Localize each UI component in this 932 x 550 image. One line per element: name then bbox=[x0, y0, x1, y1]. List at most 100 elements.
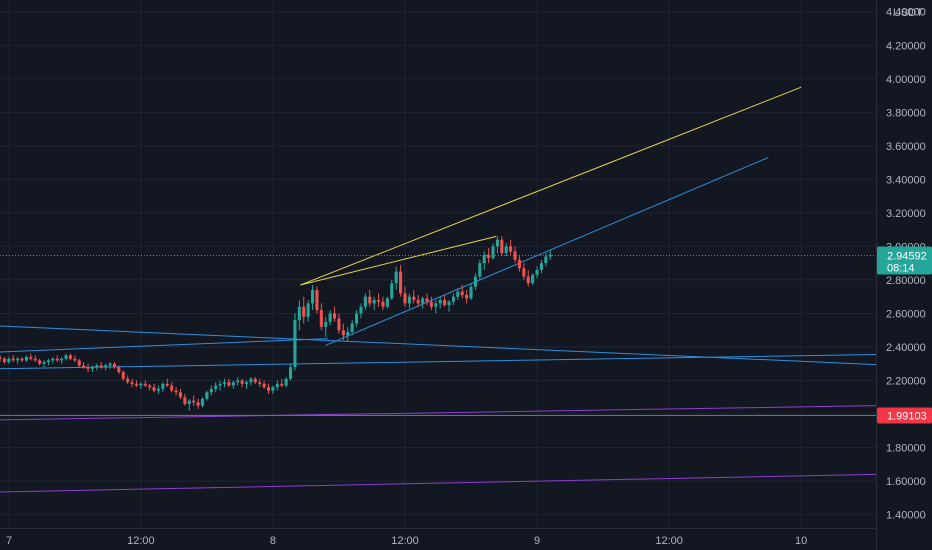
candle-body bbox=[174, 390, 178, 393]
candle-body bbox=[315, 289, 319, 311]
candle-body bbox=[447, 301, 451, 306]
trend-line[interactable] bbox=[0, 405, 877, 421]
candle-body bbox=[222, 382, 227, 384]
candle-body bbox=[46, 360, 50, 363]
candle-body bbox=[500, 239, 504, 254]
candle-body bbox=[82, 365, 86, 368]
candle-body bbox=[465, 295, 469, 299]
trend-line[interactable] bbox=[0, 473, 877, 493]
candle-body bbox=[86, 367, 90, 369]
candle-body bbox=[130, 382, 134, 384]
candle-body bbox=[341, 330, 345, 336]
candle-body bbox=[33, 358, 37, 361]
candle-body bbox=[244, 382, 249, 384]
candle-body bbox=[487, 254, 491, 259]
candle-body bbox=[368, 296, 372, 304]
candle-body bbox=[108, 363, 112, 366]
candle-body bbox=[240, 380, 244, 384]
x-tick-label: 8 bbox=[270, 535, 276, 547]
trend-line[interactable] bbox=[300, 235, 497, 286]
candle-body bbox=[491, 246, 495, 259]
candle-body bbox=[258, 382, 262, 384]
y-tick-label: 3.80000 bbox=[886, 107, 926, 119]
candle-body bbox=[526, 276, 530, 284]
candle-body bbox=[319, 310, 323, 327]
last-price-value: 2.94592 bbox=[887, 250, 927, 262]
y-tick-label: 2.60000 bbox=[886, 308, 926, 320]
candle-body bbox=[333, 313, 337, 319]
candle-body bbox=[209, 388, 213, 393]
y-tick-label: 2.40000 bbox=[886, 342, 926, 354]
candle-body bbox=[178, 392, 183, 398]
candle-body bbox=[73, 358, 77, 361]
candle-body bbox=[407, 296, 411, 304]
trend-line[interactable] bbox=[300, 86, 802, 286]
candle-body bbox=[231, 382, 235, 386]
candle-body bbox=[77, 360, 81, 366]
candle-body bbox=[161, 383, 165, 389]
candle-body bbox=[346, 331, 350, 336]
candle-body bbox=[64, 355, 68, 359]
x-tick-label: 9 bbox=[534, 535, 540, 547]
candle-body bbox=[42, 362, 46, 364]
candle-body bbox=[152, 387, 156, 391]
candle-body bbox=[117, 367, 121, 373]
candle-body bbox=[377, 300, 381, 302]
candle-body bbox=[126, 378, 130, 383]
x-tick-label: 12:00 bbox=[127, 535, 155, 547]
trend-line[interactable] bbox=[0, 325, 877, 366]
candle-body bbox=[60, 358, 64, 361]
candle-body bbox=[288, 367, 293, 379]
candle-body bbox=[412, 296, 416, 301]
candle-body bbox=[390, 283, 394, 299]
candle-body bbox=[324, 321, 328, 327]
candle-body bbox=[328, 313, 332, 322]
candle-body bbox=[121, 372, 125, 379]
candle-body bbox=[284, 378, 288, 386]
candle-body bbox=[7, 358, 11, 363]
candle-body bbox=[134, 383, 139, 386]
x-tick-label: 10 bbox=[795, 535, 807, 547]
candle-body bbox=[421, 298, 425, 304]
candle-body bbox=[183, 397, 187, 404]
y-tick-label: 2.20000 bbox=[886, 375, 926, 387]
candle-body bbox=[24, 357, 28, 361]
candle-body bbox=[363, 296, 367, 307]
candle-body bbox=[531, 274, 535, 284]
trend-line[interactable] bbox=[325, 157, 769, 346]
candle-body bbox=[280, 383, 284, 386]
trend-lines[interactable] bbox=[0, 86, 877, 493]
candle-body bbox=[11, 358, 15, 361]
candle-body bbox=[51, 358, 55, 361]
candle-body bbox=[218, 383, 222, 386]
candle-body bbox=[535, 269, 539, 275]
currency-label: USDT bbox=[893, 7, 923, 19]
candle-body bbox=[478, 263, 482, 277]
candle-body bbox=[200, 398, 205, 406]
candle-body bbox=[192, 400, 196, 403]
candle-body bbox=[513, 251, 517, 260]
candle-body bbox=[293, 320, 297, 368]
candle-body bbox=[456, 291, 460, 297]
candle-body bbox=[350, 323, 354, 332]
candle-body bbox=[156, 388, 161, 391]
candle-body bbox=[95, 365, 99, 368]
candle-body bbox=[443, 300, 447, 306]
trend-line[interactable] bbox=[0, 338, 328, 353]
candle-body bbox=[262, 383, 266, 388]
candle-body bbox=[271, 387, 275, 391]
candle-body bbox=[196, 402, 200, 406]
candle-body bbox=[29, 357, 33, 359]
trend-line[interactable] bbox=[0, 354, 877, 370]
candle-body bbox=[275, 383, 279, 388]
x-tick-label: 12:00 bbox=[391, 535, 419, 547]
level-value: 1.99103 bbox=[887, 411, 927, 423]
candle-body bbox=[385, 298, 389, 307]
candle-body bbox=[372, 300, 376, 304]
candle-body bbox=[504, 246, 508, 254]
y-tick-label: 4.00000 bbox=[886, 74, 926, 86]
candle-body bbox=[214, 385, 218, 389]
